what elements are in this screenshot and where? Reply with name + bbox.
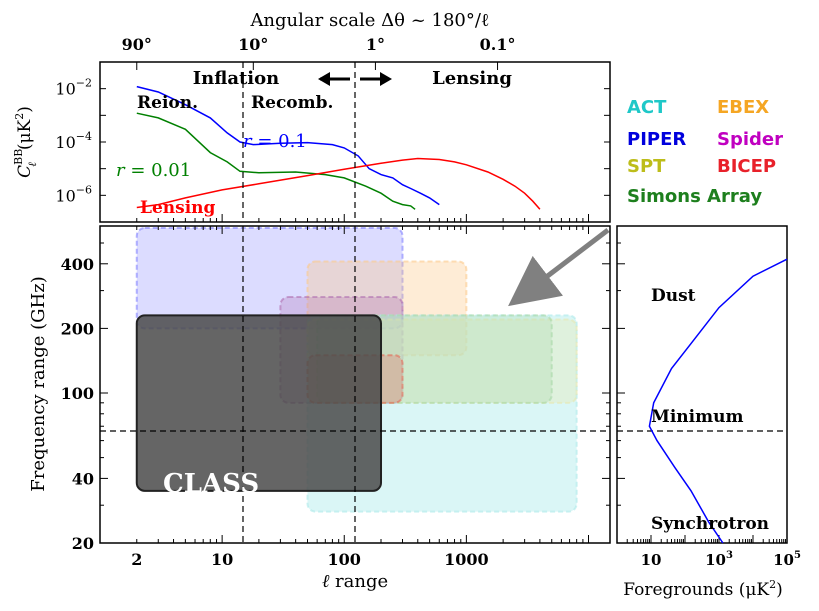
top-y-label: CBBℓ(μK2) xyxy=(12,106,39,178)
legend-pointer-arrow xyxy=(508,228,610,307)
legend-bicep: BICEP xyxy=(717,156,776,177)
reion-label: Reion. xyxy=(137,93,198,113)
synchrotron-label: Synchrotron xyxy=(651,514,769,534)
top-angle-tick-label: 0.1° xyxy=(480,35,516,54)
legend: ACT EBEX PIPER Spider SPT BICEP Simons A… xyxy=(627,97,783,207)
r001-label: r = 0.01 xyxy=(116,160,191,181)
legend-act: ACT xyxy=(627,97,667,118)
main-x-label: ℓ range xyxy=(322,571,388,592)
legend-ebex: EBEX xyxy=(717,97,769,118)
curve-r001 xyxy=(136,112,416,210)
top-angle-tick-label: 10° xyxy=(238,35,268,54)
experiment-box-class xyxy=(135,314,383,492)
main-ytick-label: 100 xyxy=(61,384,94,403)
top-ytick-label: 10−4 xyxy=(55,130,92,152)
dust-label: Dust xyxy=(651,286,696,306)
main-xtick-label: 10 xyxy=(211,550,233,569)
top-panel: Angular scale Δθ ~ 180°/ℓ 90° 10° 1° 0.1° 1… xyxy=(12,10,611,223)
legend-simons-array: Simons Array xyxy=(627,186,762,207)
main-xtick-label: 1000 xyxy=(444,550,489,569)
legend-spider: Spider xyxy=(717,129,783,150)
main-ytick-label: 40 xyxy=(72,469,94,488)
fg-xtick-label: 103 xyxy=(705,550,733,569)
top-angle-tick-label: 1° xyxy=(366,35,385,54)
legend-spt: SPT xyxy=(627,156,666,177)
main-panel: 2 10 100 1000 20 40 100 200 400 CLASS ℓ range F… xyxy=(28,225,611,592)
minimum-label: Minimum xyxy=(651,407,743,427)
curve-lensing xyxy=(136,157,541,210)
main-xtick-label: 2 xyxy=(131,550,142,569)
main-ytick-label: 400 xyxy=(61,255,94,274)
recomb-label: Recomb. xyxy=(251,93,333,113)
foreground-panel-frame xyxy=(616,225,788,544)
lensing-label: Lensing xyxy=(432,68,512,89)
foreground-curve xyxy=(648,258,788,544)
main-ytick-label: 200 xyxy=(61,319,94,338)
main-y-label: Frequency range (GHz) xyxy=(28,276,49,492)
fg-xtick-label: 105 xyxy=(773,550,801,569)
svg-text:CBBℓ(μK2): CBBℓ(μK2) xyxy=(12,106,39,178)
main-xtick-label: 100 xyxy=(328,550,361,569)
main-ytick-label: 20 xyxy=(72,534,94,553)
inflation-label: Inflation xyxy=(193,68,280,89)
class-label: CLASS xyxy=(163,469,259,499)
fg-xtick-label: 10 xyxy=(641,551,662,569)
foreground-panel: 10 103 105 Dust Minimum Synchrotron Foregr… xyxy=(616,225,801,600)
double-arrow-icon xyxy=(318,72,392,86)
top-angle-tick-label: 90° xyxy=(122,35,152,54)
lensing-curve-label: Lensing xyxy=(140,198,216,218)
top-ytick-label: 10−6 xyxy=(55,183,92,205)
top-ytick-label: 10−2 xyxy=(55,77,92,99)
legend-piper: PIPER xyxy=(627,129,686,150)
top-axis-title: Angular scale Δθ ~ 180°/ℓ xyxy=(249,10,489,31)
fg-x-label: Foregrounds (μK2) xyxy=(623,578,782,600)
r01-label: r = 0.1 xyxy=(243,131,307,152)
curve-r01 xyxy=(136,85,440,206)
